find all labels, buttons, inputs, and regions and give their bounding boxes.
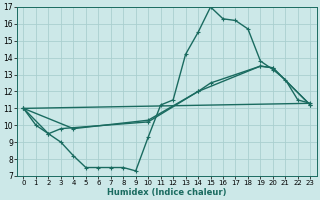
X-axis label: Humidex (Indice chaleur): Humidex (Indice chaleur) [107, 188, 227, 197]
